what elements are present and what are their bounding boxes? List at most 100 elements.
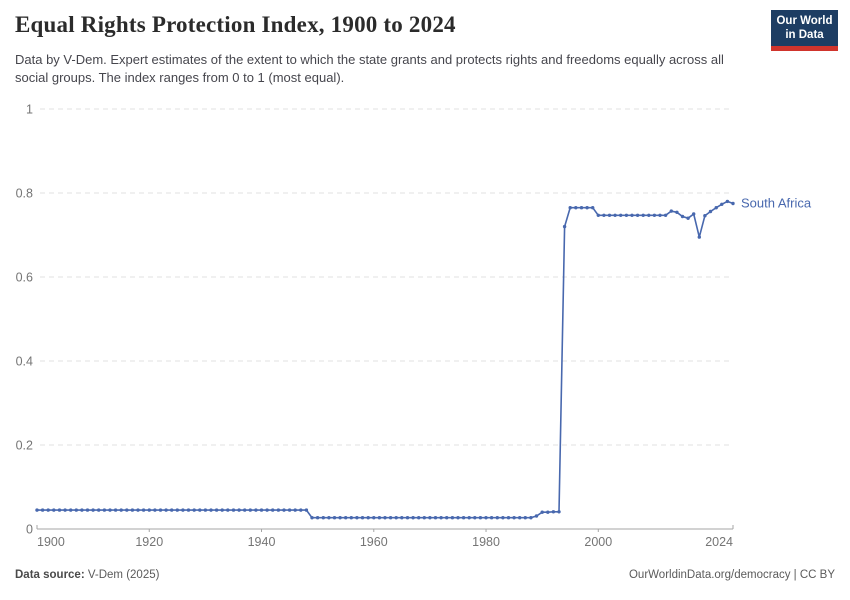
chart-footer: Data source: V-Dem (2025) OurWorldinData…: [15, 569, 835, 581]
data-point: [338, 516, 342, 520]
data-point: [366, 516, 370, 520]
data-point: [136, 508, 140, 512]
data-point: [113, 508, 118, 512]
data-point: [731, 201, 735, 206]
x-axis-label: 1900: [37, 535, 65, 549]
data-point: [473, 516, 477, 520]
data-point: [596, 213, 600, 217]
data-point: [198, 508, 202, 512]
data-point: [327, 516, 331, 520]
data-point: [680, 214, 685, 219]
data-point: [579, 206, 584, 210]
data-point: [119, 508, 123, 512]
data-point: [141, 508, 146, 512]
data-point: [360, 516, 365, 520]
data-point: [703, 214, 707, 218]
data-point: [315, 516, 320, 520]
data-point: [209, 508, 213, 512]
data-point: [534, 514, 539, 518]
data-point: [720, 202, 724, 206]
data-point: [619, 213, 623, 217]
x-axis-label: 1940: [248, 535, 276, 549]
data-point: [276, 508, 281, 512]
data-point: [85, 508, 90, 512]
data-point: [220, 508, 224, 512]
data-point: [433, 516, 438, 520]
data-point: [658, 213, 662, 217]
data-point: [439, 516, 443, 520]
data-point: [259, 508, 264, 512]
data-point: [400, 516, 404, 520]
data-point: [602, 213, 606, 217]
line-chart: 0 0.2 0.4 0.6 0.8 1 1900 1920 1940 1960 1980 2000 20…: [16, 103, 812, 550]
data-point: [551, 510, 556, 514]
data-point: [478, 516, 483, 520]
data-point: [175, 508, 179, 512]
data-point: [411, 516, 415, 520]
data-point: [282, 508, 286, 512]
data-point: [310, 516, 314, 520]
data-point: [344, 516, 348, 520]
data-point: [484, 516, 488, 520]
data-point: [372, 516, 376, 520]
y-axis-label: 0.8: [16, 187, 33, 201]
data-point: [394, 516, 398, 520]
data-point: [186, 508, 191, 512]
data-point: [52, 508, 56, 512]
data-point: [585, 206, 589, 210]
data-point: [108, 508, 112, 512]
owid-attribution-link[interactable]: OurWorldinData.org/democracy | CC BY: [628, 569, 835, 581]
y-axis-label: 0: [26, 523, 33, 537]
data-point: [383, 516, 387, 520]
data-source-text: Data source: V-Dem (2025): [15, 569, 159, 581]
data-point: [529, 516, 533, 520]
data-point: [675, 210, 679, 214]
data-point: [501, 516, 505, 520]
data-point: [635, 213, 640, 217]
entity-label: South Africa: [741, 196, 812, 211]
data-point: [164, 508, 168, 512]
x-axis-label: 2024: [705, 535, 733, 549]
data-point: [630, 213, 634, 217]
data-point: [153, 508, 157, 512]
data-point: [546, 510, 550, 514]
data-point: [170, 508, 174, 512]
data-point: [248, 508, 252, 512]
data-point: [647, 213, 651, 217]
data-source-label: Data source:: [15, 569, 85, 581]
y-axis-label: 0.4: [16, 355, 33, 369]
data-point: [355, 516, 359, 520]
data-point: [725, 199, 730, 204]
data-point: [125, 508, 129, 512]
data-point: [506, 516, 511, 520]
data-point: [450, 516, 455, 520]
data-point: [445, 516, 449, 520]
data-point: [237, 508, 241, 512]
data-point: [714, 206, 718, 210]
data-point: [495, 516, 499, 520]
data-point: [697, 235, 701, 239]
chart-subtitle: Data by V-Dem. Expert estimates of the e…: [15, 52, 724, 86]
x-axis-label: 1960: [360, 535, 388, 549]
data-point: [130, 508, 135, 512]
y-axis-label: 0.2: [16, 439, 33, 453]
data-source-value: V-Dem (2025): [84, 569, 160, 581]
data-point: [243, 508, 247, 512]
data-point: [613, 213, 617, 217]
data-point: [562, 224, 567, 229]
data-point: [74, 508, 79, 512]
data-point: [287, 508, 292, 512]
data-point: [97, 508, 101, 512]
data-point: [428, 516, 432, 520]
data-point: [417, 516, 421, 520]
data-point: [46, 508, 50, 512]
data-point: [652, 213, 657, 217]
owid-logo: Our World in Data: [771, 10, 838, 51]
data-point: [467, 516, 471, 520]
data-point: [692, 212, 696, 216]
data-point: [540, 510, 544, 514]
data-point: [203, 508, 208, 512]
data-point: [591, 206, 595, 210]
data-point: [557, 510, 561, 514]
